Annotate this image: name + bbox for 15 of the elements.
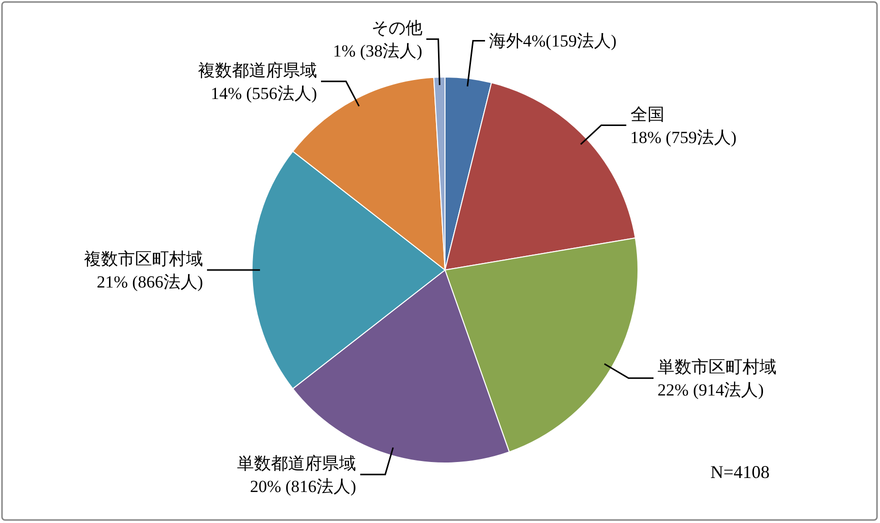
data-label: 14% (556法人) <box>210 84 318 103</box>
data-label: 22% (914法人) <box>658 380 764 400</box>
slice-label: 海外 <box>489 32 524 51</box>
slice-label: 単数市区町村域 <box>658 358 777 377</box>
slice-label: 全国 <box>630 104 664 124</box>
data-label: 18% (759法人) <box>630 128 736 147</box>
data-label: 4%(159法人) <box>523 32 617 51</box>
slice-label: その他 <box>371 18 422 38</box>
slice-label: 複数市区町村域 <box>84 250 203 268</box>
data-label: 20% (816法人) <box>250 476 356 496</box>
data-label: 1% (38法人) <box>333 42 422 61</box>
slice-label: 単数都道府県域 <box>237 454 356 473</box>
slice-label: 複数都道府県域 <box>198 60 318 80</box>
text: N=4108 <box>710 462 770 482</box>
data-label: 21% (866法人) <box>96 272 203 292</box>
